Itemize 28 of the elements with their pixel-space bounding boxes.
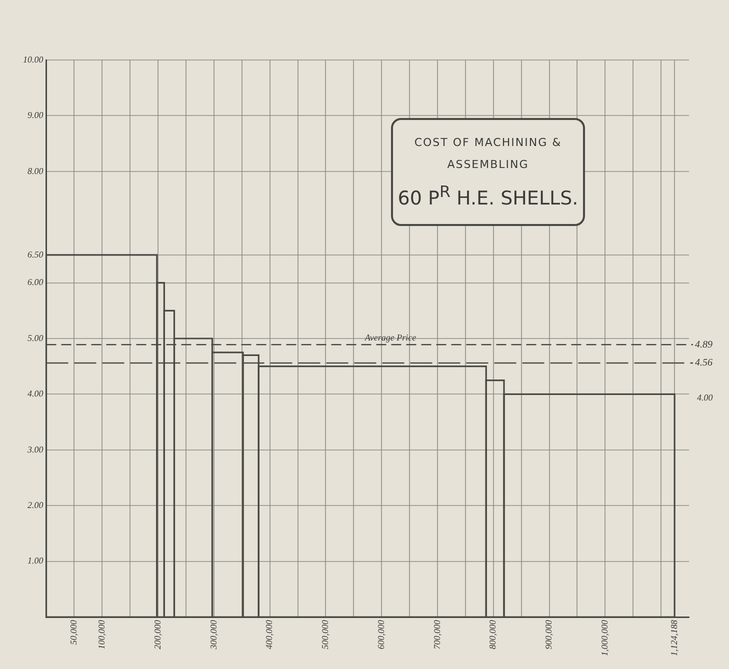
x-tick-label: 700,000: [432, 620, 442, 650]
y-tick-label: 5.00: [28, 332, 44, 343]
y-tick-label: 4.00: [28, 388, 44, 399]
x-tick-label: 400,000: [264, 620, 274, 650]
x-tick-label: 1,000,000: [600, 620, 610, 656]
y-tick-label: 10.00: [23, 54, 44, 64]
x-tick-label: 500,000: [320, 620, 330, 650]
y-tick-label: 6.50: [28, 249, 44, 260]
x-tick-label: 800,000: [488, 620, 498, 650]
y-tick-label: 8.00: [28, 166, 44, 176]
x-tick-label: 300,000: [208, 620, 218, 650]
y-tick-label: 6.00: [28, 277, 44, 288]
x-tick-label: 100,000: [96, 620, 106, 650]
ref-line-label: 4.56: [695, 358, 712, 369]
text: 4.00: [697, 392, 714, 403]
text: COST OF MACHINING & ASSEMBLING: [413, 135, 563, 173]
y-tick-label: 1.00: [28, 556, 44, 566]
x-tick-label: 50,000: [68, 620, 79, 645]
y-tick-label: 3.00: [26, 444, 44, 454]
y-tick-label: 9.00: [28, 110, 44, 120]
text: 60 P$^{R}$ H.E. SHELLS.: [396, 182, 580, 210]
x-tick-label: 1,124,188: [668, 620, 679, 656]
ref-line-label: 4.89: [695, 339, 712, 350]
x-tick-label: 600,000: [376, 620, 386, 650]
x-tick-label: 900,000: [544, 620, 554, 650]
x-tick-label: 200,000: [152, 620, 162, 650]
y-tick-label: 2.00: [28, 500, 44, 510]
annotation: Average Price: [364, 332, 416, 342]
